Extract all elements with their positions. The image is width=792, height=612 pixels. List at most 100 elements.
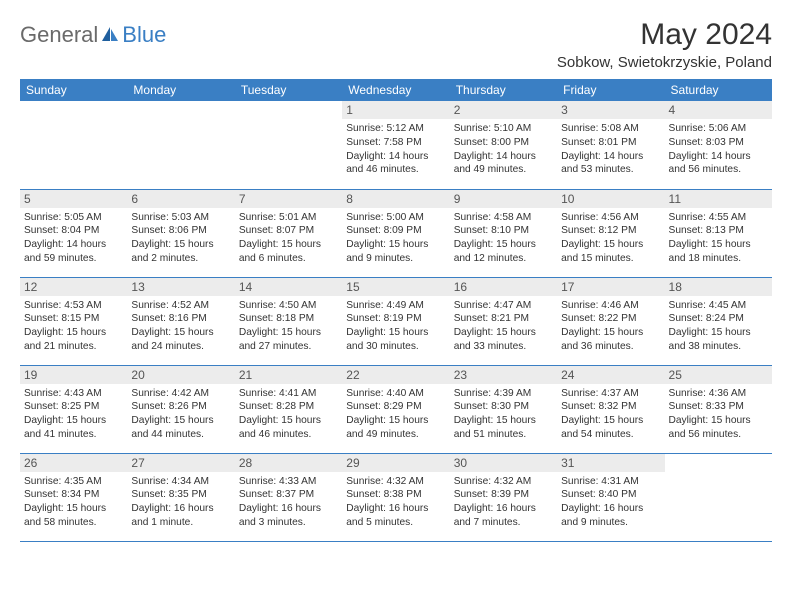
day-number: 14 (235, 278, 342, 296)
calendar-cell: 15 Sunrise: 4:49 AMSunset: 8:19 PMDayligh… (342, 277, 449, 365)
calendar-cell: 18 Sunrise: 4:45 AMSunset: 8:24 PMDayligh… (665, 277, 772, 365)
calendar-cell: 25 Sunrise: 4:36 AMSunset: 8:33 PMDayligh… (665, 365, 772, 453)
day-details: Sunrise: 4:41 AMSunset: 8:28 PMDaylight:… (239, 387, 338, 442)
day-details: Sunrise: 4:36 AMSunset: 8:33 PMDaylight:… (669, 387, 768, 442)
calendar-cell: 31Sunrise: 4:31 AMSunset: 8:40 PMDayligh… (557, 453, 664, 541)
page-title: May 2024 (557, 18, 772, 52)
day-number: 5 (20, 190, 127, 208)
day-details: Sunrise: 4:56 AMSunset: 8:12 PMDaylight:… (561, 211, 660, 266)
calendar-cell: 5 Sunrise: 5:05 AMSunset: 8:04 PMDaylight… (20, 189, 127, 277)
day-details: Sunrise: 4:43 AMSunset: 8:25 PMDaylight:… (24, 387, 123, 442)
day-number: 19 (20, 366, 127, 384)
day-details: Sunrise: 5:06 AMSunset: 8:03 PMDaylight:… (669, 122, 768, 177)
day-details: Sunrise: 4:52 AMSunset: 8:16 PMDaylight:… (131, 299, 230, 354)
calendar-row: ...1Sunrise: 5:12 AMSunset: 7:58 PMDayli… (20, 101, 772, 189)
calendar-cell: 13 Sunrise: 4:52 AMSunset: 8:16 PMDayligh… (127, 277, 234, 365)
day-details: Sunrise: 5:10 AMSunset: 8:00 PMDaylight:… (454, 122, 553, 177)
calendar-header-row: SundayMondayTuesdayWednesdayThursdayFrid… (20, 79, 772, 101)
day-details: Sunrise: 4:45 AMSunset: 8:24 PMDaylight:… (669, 299, 768, 354)
day-details: Sunrise: 5:05 AMSunset: 8:04 PMDaylight:… (24, 211, 123, 266)
day-details: Sunrise: 4:33 AMSunset: 8:37 PMDaylight:… (239, 475, 338, 530)
day-details: Sunrise: 5:00 AMSunset: 8:09 PMDaylight:… (346, 211, 445, 266)
calendar-cell: 14Sunrise: 4:50 AMSunset: 8:18 PMDayligh… (235, 277, 342, 365)
day-details: Sunrise: 4:32 AMSunset: 8:39 PMDaylight:… (454, 475, 553, 530)
day-number: 4 (665, 101, 772, 119)
day-details: Sunrise: 4:46 AMSunset: 8:22 PMDaylight:… (561, 299, 660, 354)
calendar-cell: 19 Sunrise: 4:43 AMSunset: 8:25 PMDayligh… (20, 365, 127, 453)
calendar-cell: 23 Sunrise: 4:39 AMSunset: 8:30 PMDayligh… (450, 365, 557, 453)
title-block: May 2024 Sobkow, Swietokrzyskie, Poland (557, 18, 772, 71)
calendar-row: 26Sunrise: 4:35 AMSunset: 8:34 PMDayligh… (20, 453, 772, 541)
day-number: 8 (342, 190, 449, 208)
calendar-cell: 21Sunrise: 4:41 AMSunset: 8:28 PMDayligh… (235, 365, 342, 453)
day-details: Sunrise: 5:01 AMSunset: 8:07 PMDaylight:… (239, 211, 338, 266)
day-details: Sunrise: 4:34 AMSunset: 8:35 PMDaylight:… (131, 475, 230, 530)
day-number: 30 (450, 454, 557, 472)
calendar-cell: 12 Sunrise: 4:53 AMSunset: 8:15 PMDayligh… (20, 277, 127, 365)
calendar-cell: 22Sunrise: 4:40 AMSunset: 8:29 PMDayligh… (342, 365, 449, 453)
calendar-cell: 26Sunrise: 4:35 AMSunset: 8:34 PMDayligh… (20, 453, 127, 541)
weekday-header: Sunday (20, 79, 127, 101)
day-details: Sunrise: 4:32 AMSunset: 8:38 PMDaylight:… (346, 475, 445, 530)
calendar-row: 12 Sunrise: 4:53 AMSunset: 8:15 PMDayligh… (20, 277, 772, 365)
day-number: 24 (557, 366, 664, 384)
day-number: 23 (450, 366, 557, 384)
day-details: Sunrise: 4:53 AMSunset: 8:15 PMDaylight:… (24, 299, 123, 354)
calendar-cell: 4 Sunrise: 5:06 AMSunset: 8:03 PMDaylight… (665, 101, 772, 189)
day-number: 3 (557, 101, 664, 119)
logo-text-general: General (20, 22, 98, 48)
day-details: Sunrise: 4:35 AMSunset: 8:34 PMDaylight:… (24, 475, 123, 530)
day-number: 16 (450, 278, 557, 296)
calendar-body: ...1Sunrise: 5:12 AMSunset: 7:58 PMDayli… (20, 101, 772, 541)
calendar-cell: 9Sunrise: 4:58 AMSunset: 8:10 PMDaylight… (450, 189, 557, 277)
day-number: 13 (127, 278, 234, 296)
day-details: Sunrise: 4:55 AMSunset: 8:13 PMDaylight:… (669, 211, 768, 266)
day-number: 10 (557, 190, 664, 208)
day-number: 1 (342, 101, 449, 119)
calendar-cell: 24Sunrise: 4:37 AMSunset: 8:32 PMDayligh… (557, 365, 664, 453)
day-number: 11 (665, 190, 772, 208)
day-number: 31 (557, 454, 664, 472)
day-number: 28 (235, 454, 342, 472)
day-number: 18 (665, 278, 772, 296)
logo-text-blue: Blue (122, 22, 166, 48)
weekday-header: Wednesday (342, 79, 449, 101)
calendar-row: 5 Sunrise: 5:05 AMSunset: 8:04 PMDaylight… (20, 189, 772, 277)
weekday-header: Monday (127, 79, 234, 101)
day-number: 12 (20, 278, 127, 296)
day-details: Sunrise: 5:03 AMSunset: 8:06 PMDaylight:… (131, 211, 230, 266)
weekday-header: Saturday (665, 79, 772, 101)
calendar-cell: 11 Sunrise: 4:55 AMSunset: 8:13 PMDayligh… (665, 189, 772, 277)
day-number: 22 (342, 366, 449, 384)
calendar-cell: 8 Sunrise: 5:00 AMSunset: 8:09 PMDaylight… (342, 189, 449, 277)
day-number: 17 (557, 278, 664, 296)
day-number: 29 (342, 454, 449, 472)
day-details: Sunrise: 4:42 AMSunset: 8:26 PMDaylight:… (131, 387, 230, 442)
calendar-cell: . (127, 101, 234, 189)
calendar-cell: 7 Sunrise: 5:01 AMSunset: 8:07 PMDaylight… (235, 189, 342, 277)
calendar-cell: 17 Sunrise: 4:46 AMSunset: 8:22 PMDayligh… (557, 277, 664, 365)
calendar-table: SundayMondayTuesdayWednesdayThursdayFrid… (20, 79, 772, 542)
day-details: Sunrise: 4:39 AMSunset: 8:30 PMDaylight:… (454, 387, 553, 442)
calendar-cell: . (665, 453, 772, 541)
day-number: 9 (450, 190, 557, 208)
day-number: 7 (235, 190, 342, 208)
day-number: 27 (127, 454, 234, 472)
calendar-cell: 30 Sunrise: 4:32 AMSunset: 8:39 PMDayligh… (450, 453, 557, 541)
day-number: 15 (342, 278, 449, 296)
weekday-header: Thursday (450, 79, 557, 101)
calendar-cell: 2 Sunrise: 5:10 AMSunset: 8:00 PMDaylight… (450, 101, 557, 189)
logo: General Blue (20, 18, 166, 48)
calendar-cell: 10 Sunrise: 4:56 AMSunset: 8:12 PMDayligh… (557, 189, 664, 277)
calendar-row: 19 Sunrise: 4:43 AMSunset: 8:25 PMDayligh… (20, 365, 772, 453)
day-details: Sunrise: 4:47 AMSunset: 8:21 PMDaylight:… (454, 299, 553, 354)
day-number: 2 (450, 101, 557, 119)
logo-sail-icon (100, 25, 120, 45)
calendar-cell: . (20, 101, 127, 189)
weekday-header: Tuesday (235, 79, 342, 101)
day-details: Sunrise: 4:49 AMSunset: 8:19 PMDaylight:… (346, 299, 445, 354)
calendar-cell: 3Sunrise: 5:08 AMSunset: 8:01 PMDaylight… (557, 101, 664, 189)
header: General Blue May 2024 Sobkow, Swietokrzy… (20, 18, 772, 71)
day-number: 25 (665, 366, 772, 384)
calendar-cell: . (235, 101, 342, 189)
